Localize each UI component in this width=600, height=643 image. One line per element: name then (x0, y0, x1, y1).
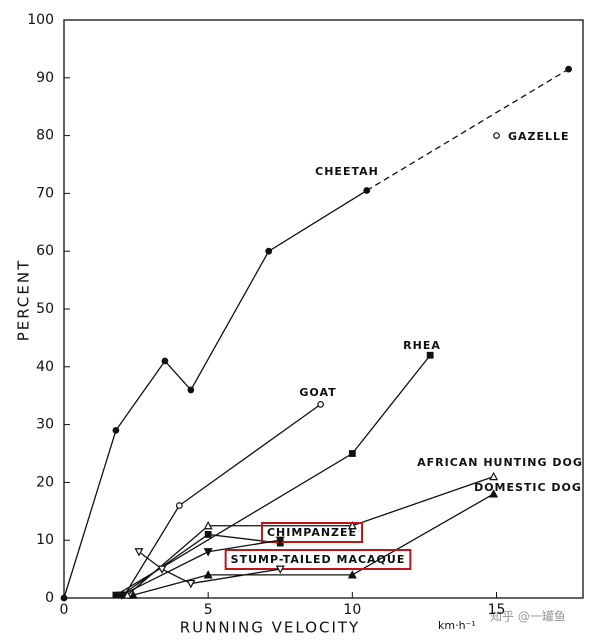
series-label: AFRICAN HUNTING DOG (417, 456, 583, 469)
y-tick-label: 100 (27, 12, 54, 28)
y-tick-label: 30 (36, 417, 54, 433)
y-tick-label: 40 (36, 359, 54, 375)
y-tick-label: 80 (36, 128, 54, 144)
x-tick-label: 5 (204, 602, 213, 618)
series-label: CHIMPANZEE (267, 526, 357, 539)
point (186, 579, 196, 589)
point (565, 65, 572, 73)
point (203, 520, 213, 530)
point (426, 351, 434, 359)
point (493, 132, 500, 140)
y-tick-label: 20 (36, 474, 54, 490)
point (157, 565, 167, 574)
x-axis-label: RUNNING VELOCITY (180, 619, 360, 637)
point (134, 548, 144, 557)
point (489, 471, 499, 481)
x-axis-unit: km·h⁻¹ (438, 619, 476, 632)
point (122, 590, 132, 599)
y-tick-label: 90 (36, 70, 54, 86)
series-line (123, 403, 321, 596)
point (187, 386, 195, 394)
x-tick-label: 0 (60, 602, 69, 618)
point (117, 591, 127, 600)
series-line (138, 551, 281, 585)
point (203, 570, 213, 579)
series-line (133, 493, 494, 596)
y-tick-label: 70 (36, 185, 54, 201)
point (275, 565, 285, 574)
point (347, 520, 357, 530)
watermark: 知乎 @一罐鱼 (490, 610, 566, 624)
point (112, 426, 120, 434)
y-tick-label: 0 (45, 590, 54, 606)
series-label: GAZELLE (508, 130, 570, 143)
series-label: RHEA (403, 339, 441, 352)
y-axis-label: PERCENT (15, 259, 33, 342)
point (203, 548, 213, 557)
series-label: CHEETAH (315, 165, 379, 178)
series-line (63, 189, 368, 599)
point (265, 247, 273, 255)
point (60, 594, 68, 602)
y-tick-label: 60 (36, 243, 54, 259)
x-tick-label: 15 (488, 602, 506, 618)
point (204, 531, 212, 538)
series-label: GOAT (299, 386, 336, 399)
point (363, 187, 371, 194)
point (317, 400, 325, 408)
point (348, 450, 356, 457)
point (128, 590, 138, 599)
y-tick-label: 10 (36, 532, 54, 548)
point (112, 591, 120, 599)
series-line (127, 476, 494, 596)
highlight-box (224, 549, 412, 570)
series-line (121, 539, 281, 596)
series-label: DOMESTIC DOG (474, 481, 582, 494)
point (347, 570, 357, 579)
point (275, 536, 285, 545)
x-tick-label: 10 (343, 602, 361, 618)
point (161, 357, 169, 365)
highlight-box (260, 522, 364, 543)
series-label: STUMP-TAILED MACAQUE (231, 553, 406, 566)
point (175, 502, 183, 509)
y-tick-label: 50 (36, 301, 54, 317)
point (489, 489, 499, 498)
